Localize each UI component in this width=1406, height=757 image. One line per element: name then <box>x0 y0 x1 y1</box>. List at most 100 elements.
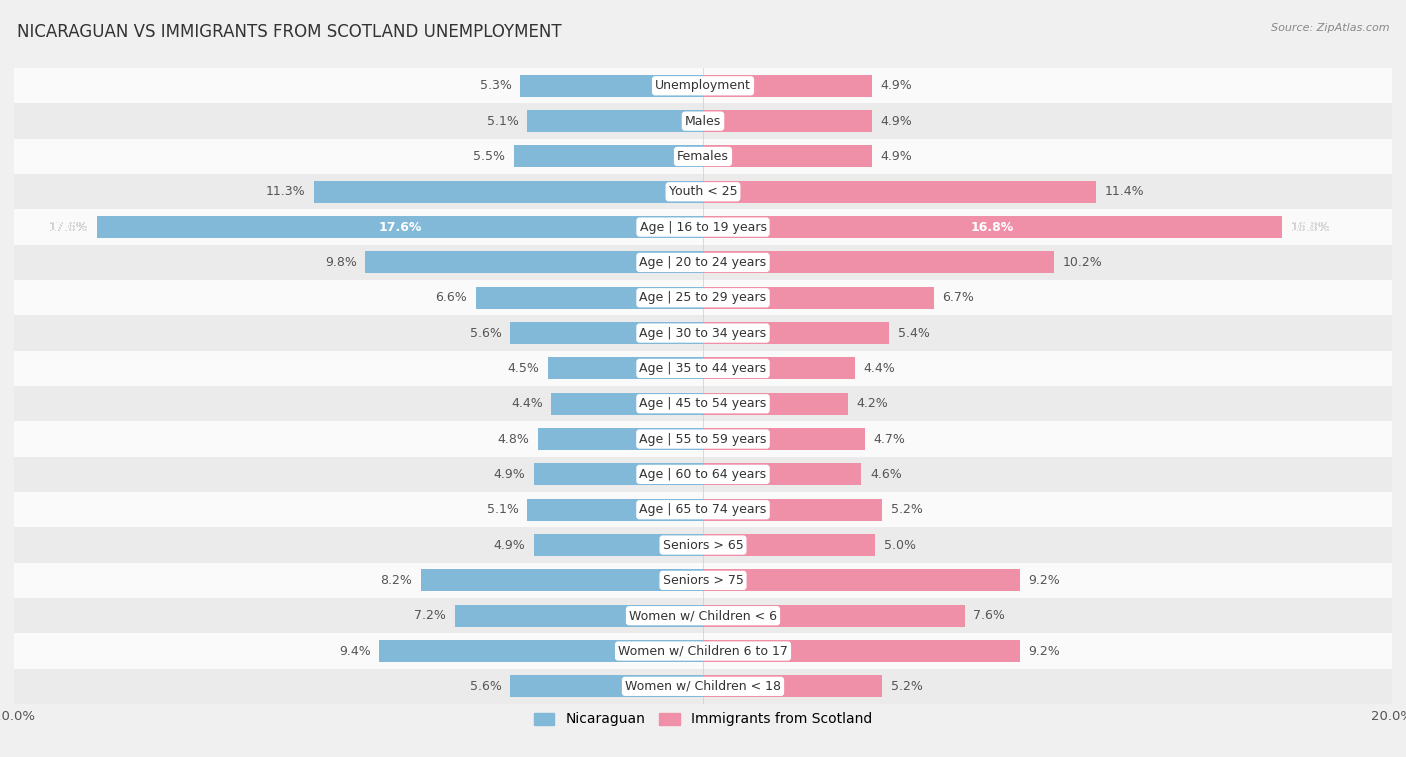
Bar <box>703 357 855 379</box>
Bar <box>14 422 1392 456</box>
Bar <box>456 605 703 627</box>
Bar <box>703 75 872 97</box>
Text: 5.6%: 5.6% <box>470 326 502 340</box>
Bar <box>513 145 703 167</box>
Text: 9.2%: 9.2% <box>1029 574 1060 587</box>
Bar <box>520 75 703 97</box>
Bar <box>551 393 703 415</box>
Text: Women w/ Children < 18: Women w/ Children < 18 <box>626 680 780 693</box>
Bar <box>420 569 703 591</box>
Text: Women w/ Children < 6: Women w/ Children < 6 <box>628 609 778 622</box>
Text: Age | 55 to 59 years: Age | 55 to 59 years <box>640 432 766 446</box>
Text: 4.9%: 4.9% <box>880 150 912 163</box>
Bar <box>703 605 965 627</box>
Text: 10.2%: 10.2% <box>1063 256 1102 269</box>
Bar <box>703 463 862 485</box>
Text: 4.7%: 4.7% <box>873 432 905 446</box>
Bar <box>703 181 1095 203</box>
Text: 17.6%: 17.6% <box>48 220 89 234</box>
Text: 5.2%: 5.2% <box>891 503 922 516</box>
Text: 5.4%: 5.4% <box>897 326 929 340</box>
Text: 11.3%: 11.3% <box>266 185 305 198</box>
Bar <box>14 174 1392 210</box>
Bar <box>14 68 1392 104</box>
Text: NICARAGUAN VS IMMIGRANTS FROM SCOTLAND UNEMPLOYMENT: NICARAGUAN VS IMMIGRANTS FROM SCOTLAND U… <box>17 23 561 41</box>
Bar <box>14 280 1392 316</box>
Bar <box>14 350 1392 386</box>
Bar <box>534 463 703 485</box>
Bar <box>510 322 703 344</box>
Text: Seniors > 65: Seniors > 65 <box>662 538 744 552</box>
Bar <box>703 217 1282 238</box>
Text: 5.5%: 5.5% <box>472 150 505 163</box>
Bar <box>703 499 882 521</box>
Bar <box>14 492 1392 528</box>
Text: 4.9%: 4.9% <box>494 538 526 552</box>
Text: 16.8%: 16.8% <box>970 220 1014 234</box>
Text: Age | 16 to 19 years: Age | 16 to 19 years <box>640 220 766 234</box>
Bar <box>314 181 703 203</box>
Bar <box>534 534 703 556</box>
Text: Unemployment: Unemployment <box>655 79 751 92</box>
Bar <box>380 640 703 662</box>
Text: 7.6%: 7.6% <box>973 609 1005 622</box>
Text: Age | 65 to 74 years: Age | 65 to 74 years <box>640 503 766 516</box>
Bar <box>703 534 875 556</box>
Text: 4.2%: 4.2% <box>856 397 889 410</box>
Bar <box>97 217 703 238</box>
Bar <box>366 251 703 273</box>
Text: Age | 35 to 44 years: Age | 35 to 44 years <box>640 362 766 375</box>
Text: Females: Females <box>678 150 728 163</box>
Bar <box>548 357 703 379</box>
Bar <box>703 393 848 415</box>
Text: 4.6%: 4.6% <box>870 468 901 481</box>
Text: 11.4%: 11.4% <box>1104 185 1144 198</box>
Text: 6.7%: 6.7% <box>942 291 974 304</box>
Text: Age | 45 to 54 years: Age | 45 to 54 years <box>640 397 766 410</box>
Text: 17.6%: 17.6% <box>378 220 422 234</box>
Text: Youth < 25: Youth < 25 <box>669 185 737 198</box>
Bar <box>14 104 1392 139</box>
Text: 4.5%: 4.5% <box>508 362 540 375</box>
Text: 16.8%: 16.8% <box>1291 220 1330 234</box>
Bar <box>14 668 1392 704</box>
Text: 5.1%: 5.1% <box>486 114 519 128</box>
Bar <box>14 598 1392 634</box>
Bar <box>14 456 1392 492</box>
Text: 5.0%: 5.0% <box>884 538 915 552</box>
Text: Age | 25 to 29 years: Age | 25 to 29 years <box>640 291 766 304</box>
Text: Age | 20 to 24 years: Age | 20 to 24 years <box>640 256 766 269</box>
Text: 16.8%: 16.8% <box>1291 220 1330 234</box>
Text: 17.6%: 17.6% <box>48 220 89 234</box>
Text: Males: Males <box>685 114 721 128</box>
Bar <box>703 569 1019 591</box>
Bar <box>703 675 882 697</box>
Text: 7.2%: 7.2% <box>415 609 446 622</box>
Bar <box>14 528 1392 562</box>
Bar <box>14 245 1392 280</box>
Text: 4.4%: 4.4% <box>863 362 896 375</box>
Text: 9.8%: 9.8% <box>325 256 357 269</box>
Text: Source: ZipAtlas.com: Source: ZipAtlas.com <box>1271 23 1389 33</box>
Text: 4.4%: 4.4% <box>510 397 543 410</box>
Bar <box>14 386 1392 422</box>
Bar <box>527 499 703 521</box>
Text: 4.8%: 4.8% <box>498 432 529 446</box>
Text: Seniors > 75: Seniors > 75 <box>662 574 744 587</box>
Bar <box>14 139 1392 174</box>
Text: 6.6%: 6.6% <box>436 291 467 304</box>
Bar <box>537 428 703 450</box>
Bar <box>703 322 889 344</box>
Bar <box>14 316 1392 350</box>
Bar <box>703 640 1019 662</box>
Text: 4.9%: 4.9% <box>494 468 526 481</box>
Text: 5.2%: 5.2% <box>891 680 922 693</box>
Bar <box>703 145 872 167</box>
Text: Age | 30 to 34 years: Age | 30 to 34 years <box>640 326 766 340</box>
Bar <box>14 210 1392 245</box>
Text: 4.9%: 4.9% <box>880 79 912 92</box>
Legend: Nicaraguan, Immigrants from Scotland: Nicaraguan, Immigrants from Scotland <box>529 707 877 732</box>
Bar <box>14 634 1392 668</box>
Bar <box>703 111 872 132</box>
Bar <box>14 562 1392 598</box>
